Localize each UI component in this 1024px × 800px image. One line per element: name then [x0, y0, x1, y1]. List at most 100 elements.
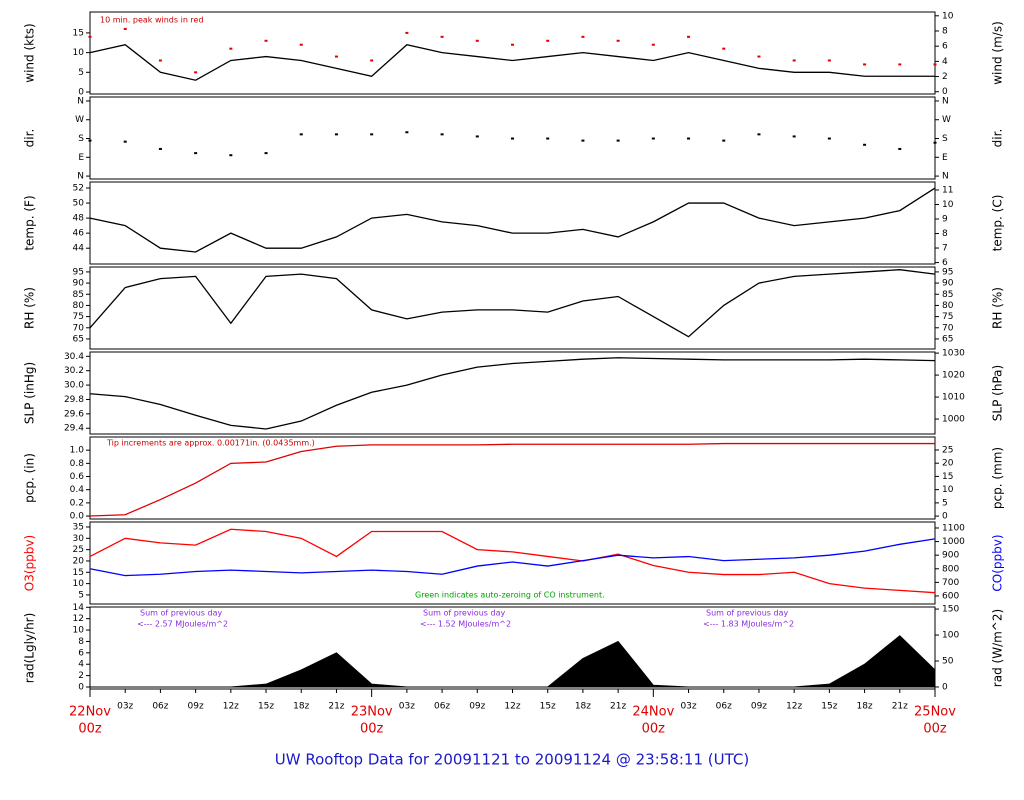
- y2-tick-label: 75: [942, 312, 953, 322]
- data-point: [123, 27, 127, 30]
- x-tick-label: 09z: [188, 702, 204, 712]
- annotation: Sum of previous day: [140, 609, 222, 618]
- y-tick-label: 0.0: [70, 512, 85, 522]
- y-tick-label: 4: [78, 660, 84, 670]
- y2-tick-label: 1010: [942, 393, 965, 403]
- y2-tick-label: 11: [942, 185, 953, 195]
- y-tick-label: 52: [73, 184, 84, 194]
- data-point: [687, 137, 691, 140]
- y-tick-label: N: [77, 172, 84, 182]
- line: [89, 187, 936, 253]
- y-tick-label: E: [78, 153, 84, 163]
- y2-tick-label: 85: [942, 290, 953, 300]
- y-tick-label: 90: [73, 279, 85, 289]
- y-tick-label: 35: [73, 522, 84, 532]
- y-tick-label: 12: [73, 614, 84, 624]
- data-point: [687, 35, 691, 38]
- y-tick-label: 80: [73, 301, 85, 311]
- y-tick-label: 46: [73, 229, 85, 239]
- x-tick-label: 00z: [360, 722, 384, 737]
- y2-tick-label: 900: [942, 551, 959, 561]
- y2-tick-label: 9: [942, 215, 948, 225]
- x-tick-label: 06z: [434, 702, 450, 712]
- y-axis-label: pcp. (in): [23, 453, 37, 503]
- x-tick-label: 18z: [575, 702, 591, 712]
- x-tick-label: 00z: [642, 722, 666, 737]
- y2-tick-label: 10: [942, 200, 954, 210]
- y2-tick-label: 100: [942, 631, 959, 641]
- data-point: [264, 39, 268, 42]
- panel-frame: [89, 266, 936, 350]
- data-point: [158, 59, 162, 62]
- annotation: <--- 1.52 MJoules/m^2: [420, 620, 511, 629]
- y-tick-label: 0: [78, 683, 84, 693]
- data-point: [229, 154, 233, 157]
- data-point: [511, 43, 514, 46]
- date-label: 24Nov: [632, 705, 674, 720]
- data-point: [405, 31, 409, 34]
- data-point: [334, 55, 338, 58]
- x-tick-label: 15z: [258, 702, 274, 712]
- y-tick-label: 75: [73, 312, 84, 322]
- y-tick-label: 2: [78, 671, 84, 681]
- x-tick-label: 06z: [152, 702, 168, 712]
- y2-tick-label: 1100: [942, 523, 965, 533]
- line: [89, 357, 936, 430]
- panel-frame: [89, 351, 936, 435]
- y2-tick-label: 1020: [942, 371, 965, 381]
- data-point: [475, 135, 479, 138]
- y-axis-label: RH (%): [23, 287, 37, 329]
- data-point: [933, 63, 937, 66]
- data-point: [264, 152, 268, 155]
- x-tick-label: 21z: [610, 702, 626, 712]
- y2-tick-label: 1030: [942, 349, 965, 359]
- y2-tick-label: 7: [942, 244, 948, 254]
- y-tick-label: 65: [73, 334, 84, 344]
- line: [89, 269, 936, 338]
- x-tick-label: 15z: [540, 702, 556, 712]
- y-tick-label: 29.8: [64, 395, 84, 405]
- data-point: [511, 137, 514, 140]
- y-tick-label: N: [77, 96, 84, 106]
- y-tick-label: 15: [73, 28, 84, 38]
- data-point: [651, 137, 655, 140]
- y-tick-label: 44: [73, 244, 85, 254]
- panel-frame: [89, 11, 936, 95]
- data-point: [194, 71, 198, 74]
- y2-tick-label: 0: [942, 512, 948, 522]
- date-label: 23Nov: [351, 705, 393, 720]
- y2-tick-label: 0: [942, 682, 948, 692]
- y2-axis-label: temp. (C): [991, 195, 1005, 252]
- y-tick-label: 10: [73, 626, 85, 636]
- y2-axis-label: RH (%): [991, 287, 1005, 329]
- y2-axis-label: CO(ppbv): [991, 534, 1005, 591]
- data-point: [898, 147, 902, 150]
- y-axis-label: dir.: [23, 129, 37, 148]
- line: [89, 538, 936, 577]
- data-point: [123, 140, 127, 143]
- data-point: [722, 47, 726, 50]
- y-tick-label: 5: [78, 68, 84, 78]
- data-point: [405, 131, 409, 134]
- x-tick-label: 00z: [923, 722, 947, 737]
- y2-tick-label: 95: [942, 267, 953, 277]
- x-tick-label: 12z: [223, 702, 239, 712]
- x-tick-label: 03z: [680, 702, 696, 712]
- data-point: [334, 133, 338, 136]
- data-point: [370, 59, 374, 62]
- y-axis-label: rad(Lgly/hr): [23, 613, 37, 684]
- y2-tick-label: 90: [942, 279, 954, 289]
- y2-axis-label: dir.: [991, 129, 1005, 148]
- y-tick-label: 29.6: [64, 409, 84, 419]
- data-point: [229, 47, 233, 50]
- y-axis-label: temp. (F): [23, 195, 37, 250]
- y2-tick-label: 50: [942, 657, 954, 667]
- panel-frame: [89, 436, 936, 520]
- x-tick-label: 21z: [892, 702, 908, 712]
- x-tick-label: 18z: [293, 702, 309, 712]
- date-label: 22Nov: [69, 705, 111, 720]
- data-point: [581, 35, 585, 38]
- y2-tick-label: 0: [942, 87, 948, 97]
- annotation: 10 min. peak winds in red: [100, 16, 204, 25]
